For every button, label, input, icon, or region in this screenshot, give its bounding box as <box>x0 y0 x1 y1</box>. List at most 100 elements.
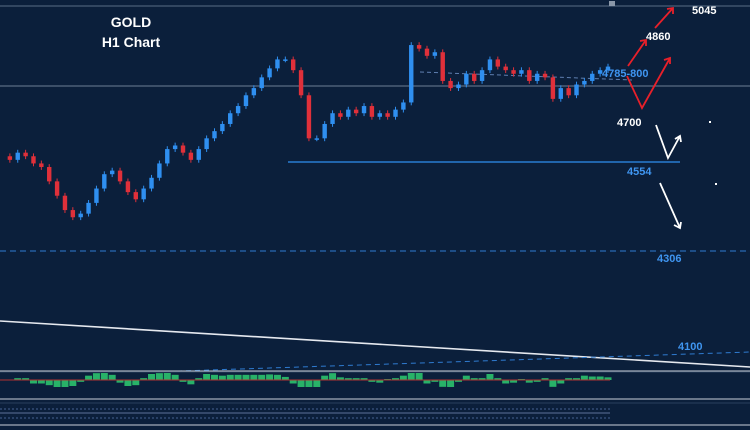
arrow-dip-rally <box>626 57 671 110</box>
oscillator-bar <box>132 380 140 386</box>
oscillator-bar <box>85 375 93 380</box>
arrow-down-4306 <box>659 182 681 229</box>
oscillator-bar <box>392 378 400 380</box>
candle-body <box>54 181 60 196</box>
oscillator-bar <box>470 378 478 380</box>
bearish-arrows <box>655 124 682 230</box>
oscillator-bar <box>486 374 494 380</box>
oscillator-bar <box>273 374 281 380</box>
oscillator-bar <box>266 374 274 380</box>
oscillator-bar <box>525 380 533 383</box>
candle-body <box>39 163 44 168</box>
oscillator-bar <box>234 374 242 380</box>
candle-body <box>212 131 217 139</box>
candle-body <box>566 88 571 96</box>
oscillator-bar <box>305 380 313 387</box>
candle-body <box>479 70 485 81</box>
candle-body <box>369 106 375 117</box>
candle-body <box>86 202 91 214</box>
oscillator-bar <box>108 374 116 380</box>
oscillator-bar <box>148 374 156 380</box>
candle-body <box>23 152 28 157</box>
candle-body <box>582 80 587 85</box>
level-label-4700: 4700 <box>617 117 641 129</box>
candle-body <box>314 138 320 140</box>
oscillator-bar <box>557 380 565 384</box>
arrow-head-dip <box>674 134 682 143</box>
candle-body <box>283 59 288 61</box>
oscillator-bar <box>549 380 557 387</box>
candle-body <box>353 109 359 114</box>
oscillator-bar <box>258 374 266 380</box>
level-label-4860: 4860 <box>646 31 670 43</box>
candle-body <box>306 95 312 139</box>
candle-body <box>409 45 414 103</box>
candle-body <box>393 109 398 117</box>
bullish-arrows <box>626 6 674 110</box>
candle-body <box>141 188 146 200</box>
arrow-head-rally <box>663 56 671 64</box>
candle-body <box>235 106 241 114</box>
level-label-4554: 4554 <box>627 166 652 178</box>
oscillator-bar <box>604 377 612 380</box>
candle-body <box>574 84 579 96</box>
oscillator-bar <box>565 378 573 380</box>
candle-body <box>448 80 453 89</box>
candle-body <box>330 113 335 124</box>
candle-body <box>188 152 194 160</box>
candle-body <box>172 145 178 150</box>
oscillator-bar <box>53 380 61 387</box>
oscillator-bar <box>195 378 203 380</box>
oscillator-bar <box>61 380 69 387</box>
oscillator-bar <box>336 377 344 380</box>
oscillator-bar <box>179 380 187 382</box>
oscillator-bar <box>124 380 132 386</box>
oscillator-bar <box>281 376 289 380</box>
candle-body <box>94 188 99 203</box>
oscillator-bar <box>250 374 258 380</box>
oscillator-bar <box>116 380 124 383</box>
candle-body <box>597 70 603 74</box>
level-label-4100: 4100 <box>678 341 702 353</box>
candle-body <box>70 210 76 218</box>
oscillator-bar <box>22 378 30 380</box>
candle-body <box>251 88 257 96</box>
arrow-head-5045 <box>666 6 674 14</box>
candle-body <box>47 167 52 182</box>
arrow-head-4860 <box>639 38 647 46</box>
candle-body <box>7 156 13 160</box>
candle-body <box>117 170 123 182</box>
candle-body <box>590 73 595 81</box>
oscillator-bar <box>502 380 510 384</box>
oscillator-bar <box>297 380 305 387</box>
oscillator-bar <box>37 380 45 384</box>
candle-body <box>456 84 461 89</box>
candle-body <box>527 70 532 81</box>
oscillator-bar <box>163 373 171 380</box>
level-label-4785-800: 4785-800 <box>602 68 649 80</box>
arrow-dip-4554 <box>655 124 681 161</box>
candle-body <box>495 59 501 67</box>
oscillator-bar <box>45 380 53 386</box>
oscillator-bar <box>140 378 148 380</box>
candles-layer <box>7 42 611 221</box>
candle-body <box>109 170 115 175</box>
candle-body <box>487 59 493 71</box>
candle-body <box>290 59 296 71</box>
oscillator-bar <box>344 378 352 380</box>
oscillator-bar <box>313 380 321 387</box>
candle-body <box>149 177 154 189</box>
candle-body <box>432 52 438 56</box>
candle-body <box>503 66 508 71</box>
oscillator-bar <box>92 373 100 380</box>
candle-body <box>401 102 406 110</box>
arrow-to-5045 <box>654 7 674 29</box>
candle-body <box>196 149 201 160</box>
oscillator-bar <box>242 374 250 380</box>
resistance-trendline <box>419 71 633 81</box>
candle-body <box>511 70 516 74</box>
oscillator-bar <box>478 378 486 380</box>
candle-body <box>346 109 351 117</box>
